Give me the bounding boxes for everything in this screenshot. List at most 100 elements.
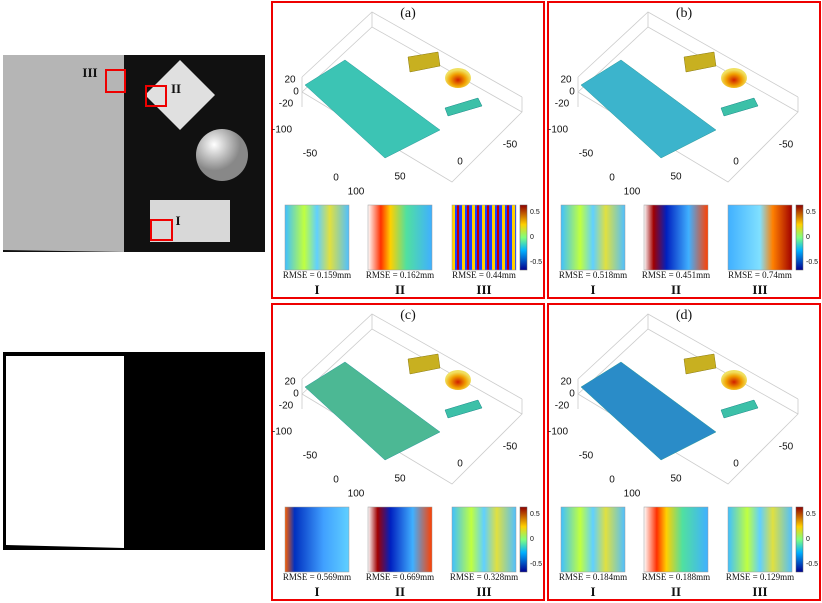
colorbar-tick-label: 0 (806, 234, 810, 241)
axis-tick-label: 0 (609, 475, 615, 486)
axis-tick-label: -20 (279, 99, 294, 110)
axes-box (301, 11, 523, 183)
axis-tick-label: 0 (569, 389, 575, 400)
axis-tick-label: 100 (624, 489, 641, 500)
error-map (367, 506, 433, 573)
region-label: I (314, 584, 319, 599)
cube-surface (683, 353, 717, 375)
panel-label: (a) (400, 6, 416, 21)
colorbar (519, 204, 528, 271)
axis-tick-label: -50 (303, 149, 318, 160)
plane-surface (304, 361, 441, 461)
rmse-label: RMSE = 0.669mm (366, 572, 434, 582)
cube-surface (407, 353, 441, 375)
error-map (284, 506, 350, 573)
colorbar-tick-label: -0.5 (806, 561, 818, 568)
axis-tick-label: -100 (548, 125, 568, 136)
axis-tick-label: 0 (609, 173, 615, 184)
rmse-label: RMSE = 0.328mm (450, 572, 518, 582)
axis-tick-label: -100 (272, 125, 292, 136)
region-label: III (82, 65, 97, 80)
error-map (560, 204, 626, 271)
mask-image (3, 352, 265, 550)
panel-border (271, 1, 545, 299)
plane-surface (580, 361, 717, 461)
region-label: III (752, 282, 767, 297)
rmse-label: RMSE = 0.129mm (726, 572, 794, 582)
axis-tick-label: -50 (579, 451, 594, 462)
colorbar (795, 506, 804, 573)
region-label: II (671, 282, 681, 297)
axis-tick-label: -100 (548, 427, 568, 438)
plane-surface (580, 59, 717, 159)
region-label: III (476, 282, 491, 297)
error-map (451, 204, 517, 271)
axis-tick-label: 0 (333, 475, 339, 486)
error-map (643, 204, 709, 271)
axis-tick-label: -50 (503, 140, 518, 151)
axis-tick-label: 20 (560, 377, 572, 388)
region-label: II (395, 584, 405, 599)
cube-surface (683, 51, 717, 73)
region-label: II (171, 81, 181, 96)
axis-tick-label: 0 (457, 459, 463, 470)
axis-tick-label: 20 (284, 75, 296, 86)
axis-tick-label: 0 (333, 173, 339, 184)
axis-tick-label: -20 (279, 401, 294, 412)
colorbar-tick-label: 0.5 (806, 209, 816, 216)
box-surface (444, 399, 483, 419)
colorbar-tick-label: 0 (806, 536, 810, 543)
region-label: I (314, 282, 319, 297)
axis-tick-label: 50 (394, 172, 406, 183)
colorbar-tick-label: -0.5 (530, 259, 542, 266)
panel-border (547, 303, 821, 601)
error-map (727, 506, 793, 573)
panel-label: (b) (676, 6, 693, 21)
axis-tick-label: -50 (779, 442, 794, 453)
region-label: III (476, 584, 491, 599)
axis-tick-label: 50 (670, 172, 682, 183)
panel-label: (c) (400, 308, 416, 323)
rmse-label: RMSE = 0.451mm (642, 270, 710, 280)
rmse-label: RMSE = 0.44mm (452, 270, 516, 280)
box-surface (444, 97, 483, 117)
box-surface (720, 97, 759, 117)
colorbar-tick-label: 0.5 (806, 511, 816, 518)
cube-surface (407, 51, 441, 73)
plane-surface (304, 59, 441, 159)
axis-tick-label: 0 (293, 389, 299, 400)
sphere-surface (445, 68, 471, 88)
error-map (560, 506, 626, 573)
error-map (643, 506, 709, 573)
axis-tick-label: -20 (555, 99, 570, 110)
axis-tick-label: -50 (303, 451, 318, 462)
axis-tick-label: 0 (457, 157, 463, 168)
axis-tick-label: 0 (733, 157, 739, 168)
rmse-label: RMSE = 0.159mm (283, 270, 351, 280)
axis-tick-label: -50 (503, 442, 518, 453)
rmse-label: RMSE = 0.184mm (559, 572, 627, 582)
colorbar-tick-label: -0.5 (806, 259, 818, 266)
axis-tick-label: 20 (284, 377, 296, 388)
colorbar-tick-label: 0 (530, 536, 534, 543)
axis-tick-label: 50 (394, 474, 406, 485)
axis-tick-label: 50 (670, 474, 682, 485)
error-map (451, 506, 517, 573)
axis-tick-label: 100 (348, 187, 365, 198)
sphere-surface (721, 370, 747, 390)
colorbar-tick-label: 0 (530, 234, 534, 241)
axis-tick-label: 0 (569, 87, 575, 98)
axis-tick-label: -20 (555, 401, 570, 412)
region-label: I (590, 584, 595, 599)
error-map (367, 204, 433, 271)
rmse-label: RMSE = 0.162mm (366, 270, 434, 280)
axes-box (577, 11, 799, 183)
axes-box (301, 313, 523, 485)
box-surface (720, 399, 759, 419)
colorbar (795, 204, 804, 271)
panel-border (547, 1, 821, 299)
colorbar-tick-label: 0.5 (530, 209, 540, 216)
